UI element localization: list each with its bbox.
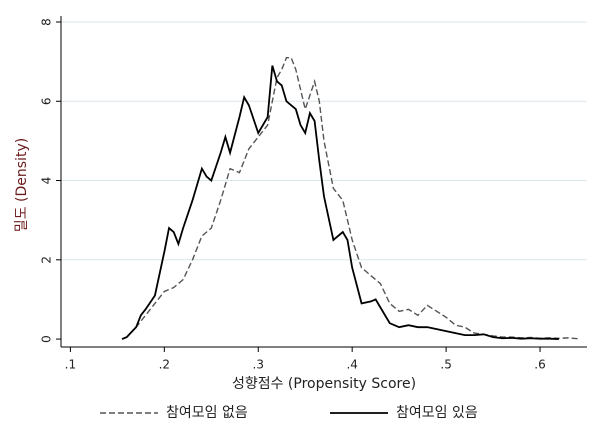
x-tick-label: .1	[65, 358, 76, 372]
series-line	[121, 56, 578, 340]
x-axis-title: 성향점수 (Propensity Score)	[232, 376, 416, 392]
y-axis-title: 밀도 (Density)	[14, 138, 30, 232]
x-tick-label: .3	[253, 358, 264, 372]
y-tick-label: 6	[40, 97, 54, 105]
y-tick-label: 4	[40, 177, 54, 185]
y-tick-label: 8	[40, 18, 54, 26]
legend-label: 참여모임 있음	[396, 405, 478, 421]
x-tick-label: .2	[159, 358, 170, 372]
y-tick-label: 2	[40, 256, 54, 264]
x-tick-label: .5	[440, 358, 451, 372]
series-line	[121, 65, 559, 340]
x-tick-label: .4	[346, 358, 357, 372]
x-tick-label: .6	[534, 358, 545, 372]
y-tick-label: 0	[40, 335, 54, 343]
legend-label: 참여모임 없음	[166, 405, 248, 421]
